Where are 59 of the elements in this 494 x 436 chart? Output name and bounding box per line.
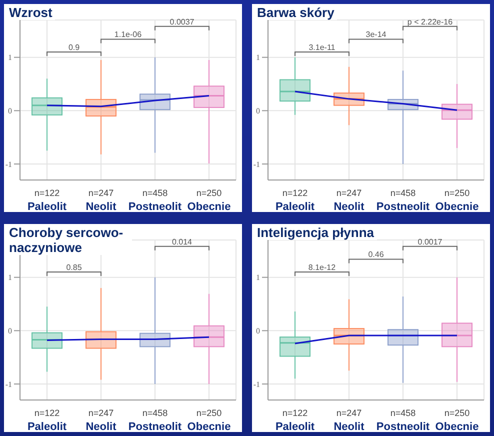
x-tick-label: Obecnie (435, 421, 479, 433)
y-tick-label: 1 (256, 53, 260, 62)
x-tick-label: Paleolit (275, 421, 315, 433)
annotation: 1.1e-06 (114, 30, 142, 40)
x-tick-label: Paleolit (27, 201, 67, 213)
text: n=247 (336, 188, 362, 198)
text: n=250 (196, 188, 222, 198)
annotation: 0.9 (68, 43, 80, 52)
annotation: 0.46 (368, 250, 384, 260)
y-tick-label: 0 (8, 326, 12, 336)
text: n=247 (88, 408, 114, 418)
text: n=250 (444, 408, 470, 418)
y-tick-label: 0 (8, 106, 12, 116)
x-tick-label: Postneolit (128, 421, 182, 433)
x-tick-label: Obecnie (187, 421, 231, 433)
x-tick-label: Neolit (334, 421, 365, 433)
y-tick-label: 0 (256, 106, 260, 116)
y-tick-label: -1 (253, 380, 260, 389)
y-tick-label: 0 (256, 326, 260, 336)
x-tick-label: Postneolit (128, 201, 182, 213)
annotation: 0.0017 (418, 237, 443, 246)
x-tick-label: Paleolit (27, 421, 67, 433)
y-tick-label: 1 (256, 273, 260, 282)
text: n=458 (142, 188, 168, 198)
chart-title: Inteligencja płynna (254, 225, 378, 240)
text: n=122 (34, 188, 60, 198)
x-tick-label: Neolit (334, 201, 365, 213)
text: n=250 (444, 188, 470, 198)
text: n=122 (282, 408, 308, 418)
y-tick-label: 1 (8, 273, 12, 282)
text: n=458 (390, 408, 416, 418)
text: n=458 (142, 408, 168, 418)
chart-title: Barwa skóry (254, 5, 338, 20)
annotation: p < 2.22e-16 (407, 17, 454, 26)
x-tick-label: Neolit (86, 201, 117, 213)
chart-title: Choroby sercowo-naczyniowe (6, 225, 132, 255)
annotation: 8.1e-12 (308, 263, 336, 272)
x-tick-label: Obecnie (435, 201, 479, 213)
x-tick-label: Neolit (86, 421, 117, 433)
annotation: 3.1e-11 (308, 43, 336, 52)
chart-title: Wzrost (6, 5, 56, 20)
annotation: 0.85 (66, 263, 82, 272)
x-tick-label: Obecnie (187, 201, 231, 213)
annotation: 0.014 (172, 237, 193, 246)
annotation: 0.0037 (170, 17, 195, 26)
text: n=122 (34, 408, 60, 418)
text: n=250 (196, 408, 222, 418)
text: n=122 (282, 188, 308, 198)
y-tick-label: 1 (8, 53, 12, 62)
text: n=247 (336, 408, 362, 418)
text: n=247 (88, 188, 114, 198)
x-tick-label: Paleolit (275, 201, 315, 213)
y-tick-label: -1 (5, 160, 12, 169)
y-tick-label: -1 (253, 160, 260, 169)
annotation: 3e-14 (366, 30, 387, 40)
y-tick-label: -1 (5, 380, 12, 389)
x-tick-label: Postneolit (376, 201, 430, 213)
text: n=458 (390, 188, 416, 198)
x-tick-label: Postneolit (376, 421, 430, 433)
